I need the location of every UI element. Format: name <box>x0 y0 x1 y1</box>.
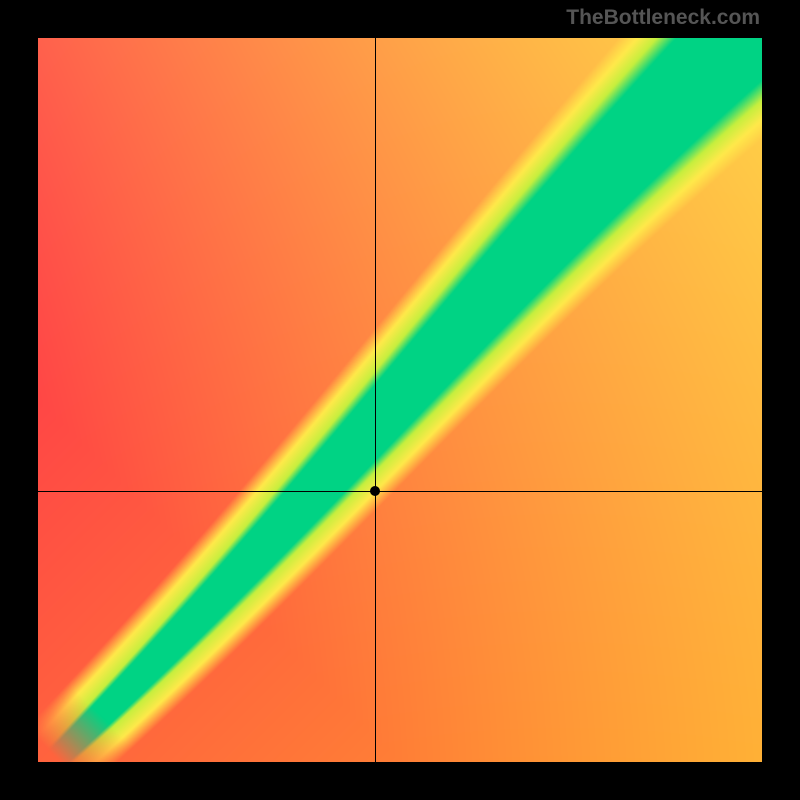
crosshair-horizontal <box>38 491 762 492</box>
marker-dot <box>370 486 380 496</box>
chart-container: TheBottleneck.com <box>0 0 800 800</box>
crosshair-vertical <box>375 38 376 762</box>
plot-frame <box>38 38 762 762</box>
attribution-text: TheBottleneck.com <box>566 6 760 30</box>
heatmap-canvas <box>38 38 762 762</box>
